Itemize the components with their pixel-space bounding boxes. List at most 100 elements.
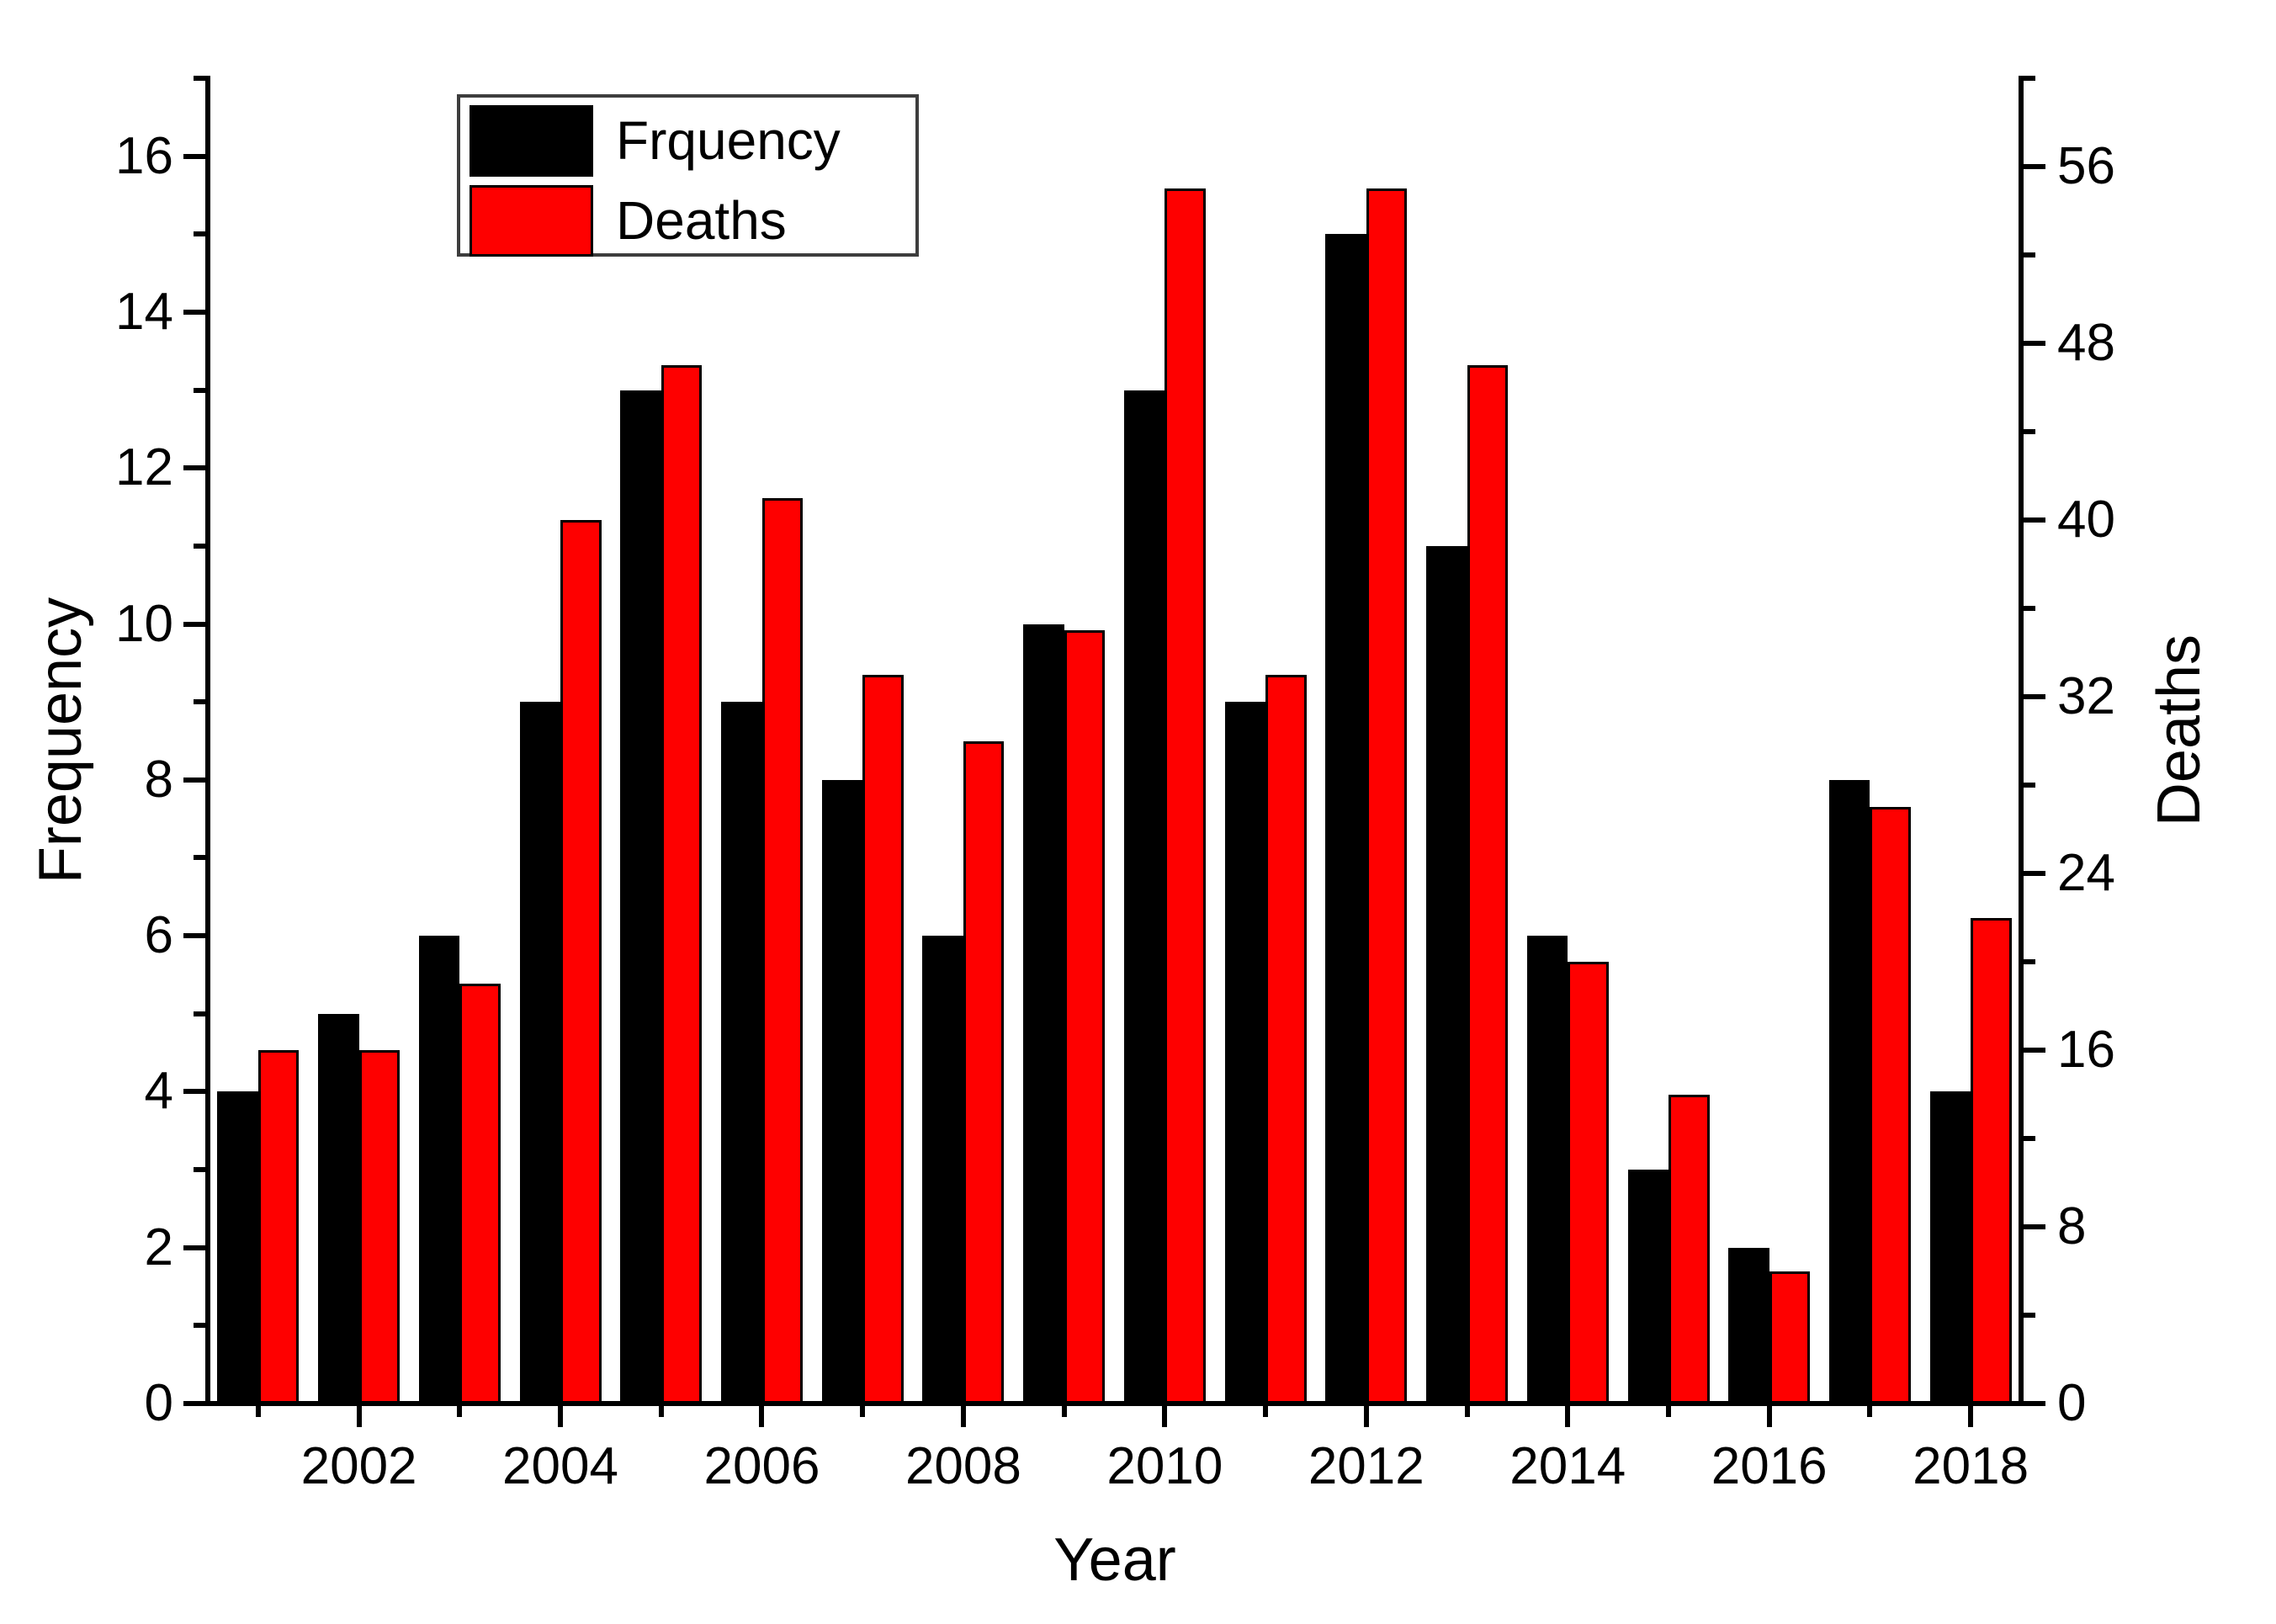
y-left-tick-label-0: 0	[144, 1374, 173, 1432]
y-right-tick-label-24: 24	[2057, 844, 2115, 902]
x-tick-label-2006: 2006	[703, 1437, 820, 1495]
bar-frquency-2004	[519, 702, 560, 1404]
x-tick-label-2014: 2014	[1509, 1437, 1626, 1495]
y-right-tick-48	[2021, 341, 2045, 346]
x-tick-2008	[960, 1404, 966, 1427]
legend-item-frequency: Frquency	[470, 103, 915, 178]
bar-deaths-2004	[560, 520, 602, 1404]
y-left-tick-13	[194, 387, 208, 393]
x-tick-2018	[1968, 1404, 1974, 1427]
y-left-tick-label-14: 14	[115, 282, 173, 341]
y-left-tick-7	[194, 855, 208, 861]
bar-frquency-2017	[1828, 779, 1870, 1404]
y-right-tick-label-32: 32	[2057, 667, 2115, 725]
bar-deaths-2001	[257, 1050, 300, 1404]
y-right-tick-label-0: 0	[2057, 1374, 2087, 1432]
x-tick-2015	[1665, 1404, 1671, 1417]
bar-frquency-2012	[1325, 234, 1366, 1404]
y-right-tick-56	[2021, 164, 2045, 169]
bar-deaths-2009	[1064, 630, 1106, 1404]
bar-frquency-2003	[418, 936, 460, 1404]
x-axis-line	[205, 1401, 2024, 1406]
y-left-tick-14	[183, 309, 208, 315]
x-tick-2007	[860, 1404, 866, 1417]
bar-frquency-2014	[1526, 936, 1568, 1404]
x-tick-2016	[1766, 1404, 1772, 1427]
y-right-tick-label-16: 16	[2057, 1021, 2115, 1079]
legend-label-frequency: Frquency	[616, 110, 841, 171]
y-left-tick-11	[194, 543, 208, 549]
y-left-tick-4	[183, 1089, 208, 1095]
bar-frquency-2011	[1224, 702, 1266, 1404]
y-left-tick-label-8: 8	[144, 750, 173, 809]
y-left-tick-1	[194, 1323, 208, 1329]
x-tick-label-2002: 2002	[300, 1437, 417, 1495]
y-right-axis-title: Deaths	[2146, 634, 2213, 827]
y-right-tick-60	[2021, 76, 2035, 81]
x-tick-2012	[1363, 1404, 1369, 1427]
y-right-tick-8	[2021, 1224, 2045, 1229]
x-tick-label-2012: 2012	[1308, 1437, 1424, 1495]
bar-frquency-2006	[721, 702, 762, 1404]
y-right-tick-label-56: 56	[2057, 137, 2115, 195]
bar-deaths-2003	[459, 984, 501, 1404]
bar-deaths-2007	[862, 674, 904, 1404]
y-left-tick-2	[183, 1245, 208, 1250]
x-tick-2006	[759, 1404, 765, 1427]
x-tick-2017	[1867, 1404, 1873, 1417]
legend-swatch-deaths	[470, 184, 593, 257]
x-tick-label-2004: 2004	[502, 1437, 618, 1495]
x-tick-label-2018: 2018	[1913, 1437, 2029, 1495]
y-left-tick-0	[183, 1401, 208, 1406]
y-right-tick-36	[2021, 606, 2035, 611]
y-left-axis-title: Frequency	[27, 597, 94, 884]
y-right-tick-40	[2021, 517, 2045, 523]
y-right-tick-24	[2021, 871, 2045, 876]
bar-frquency-2013	[1426, 545, 1467, 1404]
y-right-tick-12	[2021, 1136, 2035, 1141]
y-left-tick-label-4: 4	[144, 1062, 173, 1121]
bar-deaths-2005	[661, 365, 703, 1404]
bar-deaths-2014	[1568, 962, 1609, 1404]
bar-deaths-2017	[1870, 807, 1911, 1404]
legend: Frquency Deaths	[457, 94, 919, 257]
y-left-tick-9	[194, 699, 208, 705]
x-tick-label-2010: 2010	[1106, 1437, 1223, 1495]
y-right-tick-20	[2021, 959, 2035, 964]
bar-frquency-2016	[1728, 1247, 1769, 1404]
x-tick-2011	[1263, 1404, 1269, 1417]
x-tick-2014	[1565, 1404, 1571, 1427]
y-left-tick-label-6: 6	[144, 906, 173, 965]
bar-deaths-2013	[1467, 365, 1508, 1404]
x-tick-2009	[1061, 1404, 1067, 1417]
bar-deaths-2012	[1366, 188, 1408, 1404]
y-left-tick-16	[183, 153, 208, 159]
bar-deaths-2002	[358, 1050, 401, 1404]
bar-deaths-2011	[1265, 674, 1307, 1404]
y-right-tick-label-40: 40	[2057, 491, 2115, 549]
y-left-tick-5	[194, 1011, 208, 1016]
x-axis-title: Year	[1053, 1526, 1176, 1594]
x-tick-2003	[457, 1404, 463, 1417]
y-left-axis-line	[205, 76, 210, 1406]
legend-swatch-frequency	[470, 104, 593, 177]
y-right-tick-32	[2021, 694, 2045, 699]
y-left-tick-15	[194, 231, 208, 237]
bar-deaths-2018	[1971, 917, 2012, 1404]
y-right-tick-4	[2021, 1313, 2035, 1318]
bar-frquency-2007	[821, 779, 863, 1404]
bar-frquency-2018	[1929, 1091, 1971, 1404]
x-tick-label-2008: 2008	[905, 1437, 1021, 1495]
y-left-tick-12	[183, 465, 208, 471]
y-right-tick-28	[2021, 783, 2035, 788]
bar-deaths-2016	[1769, 1271, 1811, 1404]
x-tick-2004	[558, 1404, 564, 1427]
y-left-tick-10	[183, 621, 208, 627]
y-right-tick-52	[2021, 252, 2035, 257]
bar-deaths-2008	[963, 740, 1005, 1404]
y-right-tick-label-8: 8	[2057, 1197, 2087, 1255]
bar-frquency-2015	[1627, 1170, 1669, 1404]
y-left-tick-6	[183, 933, 208, 939]
y-left-tick-label-2: 2	[144, 1218, 173, 1276]
